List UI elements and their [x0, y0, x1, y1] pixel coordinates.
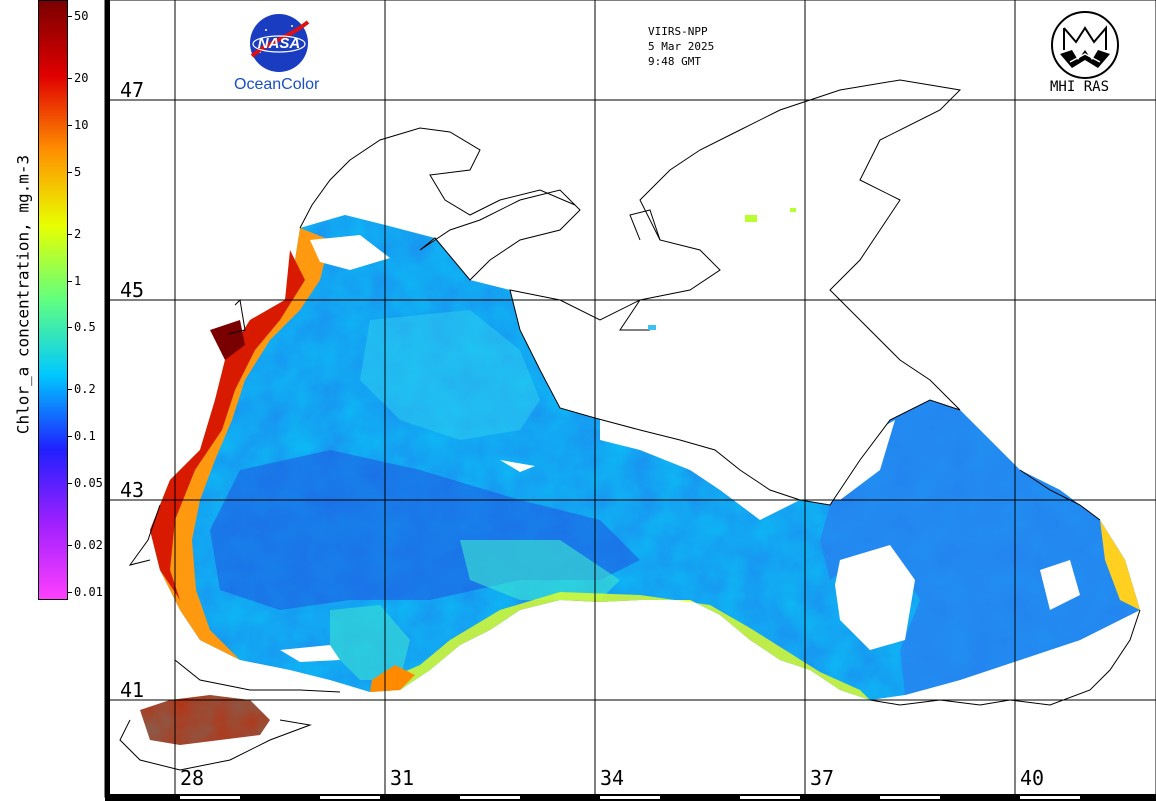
colorbar-tick-mark	[68, 389, 72, 391]
colorbar	[38, 0, 68, 600]
azov-patch	[745, 215, 757, 222]
colorbar-title: Chlor_a concentration, mg.m-3	[13, 154, 33, 435]
colorbar-tick-mark	[68, 592, 72, 593]
colorbar-tick-label: 0.5	[74, 320, 96, 335]
sensor-label: VIIRS-NPP	[648, 25, 708, 38]
colorbar-tick-mark	[68, 233, 72, 235]
colorbar-tick-label: 0.2	[74, 382, 96, 397]
lat-label-43: 43	[120, 478, 145, 502]
nasa-logo-text: NASA	[258, 35, 301, 52]
colorbar-tick-mark	[68, 124, 72, 126]
colorbar-tick-label: 2	[74, 226, 82, 241]
colorbar-tick-label: 10	[74, 117, 89, 132]
lat-label-47: 47	[120, 78, 145, 102]
colorbar-tick-label: 0.01	[74, 585, 103, 599]
lon-label-34: 34	[600, 766, 625, 790]
colorbar-tick-label: 5	[74, 164, 82, 179]
bottom-scale-bar	[105, 794, 1156, 801]
coastline	[128, 127, 1141, 706]
graticule	[105, 0, 1156, 797]
nasa-logo-icon: NASA	[250, 14, 310, 72]
lat-label-41: 41	[120, 678, 145, 702]
lon-label-37: 37	[810, 766, 835, 790]
colorbar-tick-label: 0.02	[74, 538, 103, 553]
colorbar-tick-mark	[68, 77, 72, 79]
date-label: 5 Mar 2025	[648, 40, 715, 53]
small-patch	[648, 325, 656, 330]
marmara-region	[119, 695, 312, 771]
colorbar-tick-mark	[68, 280, 72, 282]
lat-label-45: 45	[120, 278, 145, 302]
colorbar-tick-mark	[68, 327, 72, 329]
colorbar-tick-label: 20	[74, 70, 89, 85]
lon-label-40: 40	[1020, 766, 1045, 790]
lon-label-31: 31	[390, 766, 415, 790]
colorbar-tick-mark	[68, 436, 72, 438]
land-outlines	[419, 79, 962, 506]
colorbar-tick-label: 50	[74, 9, 89, 23]
colorbar-tick-mark	[68, 483, 72, 485]
colorbar-tick-mark	[68, 545, 72, 547]
time-label: 9:48 GMT	[648, 55, 701, 68]
lon-label-28: 28	[180, 766, 205, 790]
left-axis-bar	[105, 0, 110, 797]
colorbar-tick-mark	[68, 171, 72, 173]
colorbar-tick-label: 0.05	[74, 476, 103, 491]
oceancolor-label: OceanColor	[234, 76, 320, 93]
mhi-logo-icon	[1051, 11, 1119, 79]
colorbar-tick-label: 1	[74, 273, 82, 288]
image-info: VIIRS-NPP 5 Mar 2025 9:48 GMT	[648, 24, 714, 69]
colorbar-tick-label: 0.1	[74, 429, 96, 444]
colorbar-tick-mark	[68, 16, 72, 17]
mhi-ras-label: MHI RAS	[1050, 79, 1110, 95]
azov-patch	[790, 208, 796, 212]
